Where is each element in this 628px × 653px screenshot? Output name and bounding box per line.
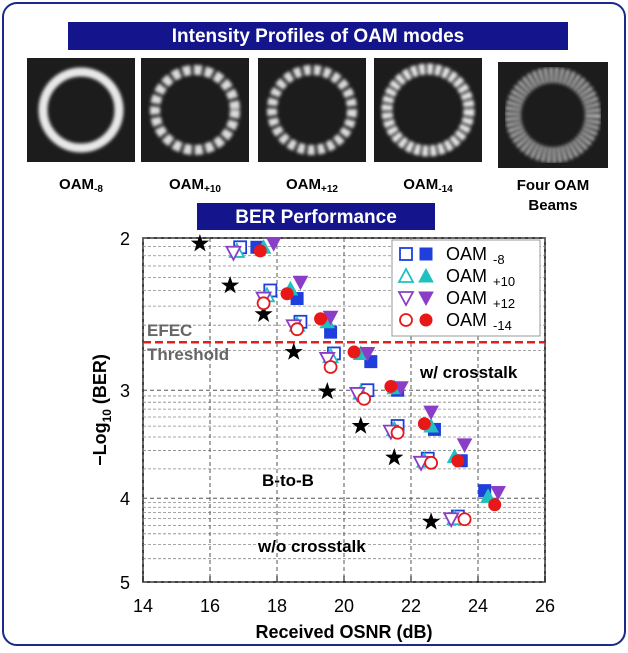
figure: Intensity Profiles of OAM modes BER Perf… — [0, 0, 628, 648]
y-tick-label: 3 — [120, 381, 130, 401]
x-tick-label: 22 — [401, 596, 421, 616]
panel-label-main: OAM — [286, 176, 321, 193]
panel-label-main: OAM — [59, 176, 94, 193]
marker — [291, 323, 303, 335]
annotation: B-to-B — [262, 471, 314, 490]
marker — [418, 418, 430, 430]
x-axis-label: Received OSNR (dB) — [255, 622, 432, 642]
legend-name: OAM — [446, 310, 487, 330]
y-tick-label: 5 — [120, 573, 130, 593]
mode-images — [27, 58, 608, 168]
legend-sub: -8 — [493, 252, 505, 267]
legend-sub: +12 — [493, 296, 515, 311]
threshold-label: Threshold — [147, 345, 229, 364]
marker — [258, 297, 270, 309]
x-tick-label: 24 — [468, 596, 488, 616]
marker — [420, 248, 432, 260]
marker — [425, 457, 437, 469]
marker — [489, 499, 501, 511]
y-label-main: −Log — [90, 422, 110, 466]
panel-label-main: OAM — [403, 176, 438, 193]
banner-title: Intensity Profiles of OAM modes — [172, 26, 464, 47]
panel-label-sub: +12 — [321, 184, 338, 195]
marker — [358, 393, 370, 405]
marker — [400, 314, 412, 326]
marker — [254, 245, 266, 257]
annotation: w/o crosstalk — [257, 537, 366, 556]
marker — [315, 313, 327, 325]
marker — [452, 455, 464, 467]
legend-sub: -14 — [493, 318, 512, 333]
y-tick-label: 2 — [120, 229, 130, 249]
legend-name: OAM — [446, 266, 487, 286]
x-tick-label: 18 — [267, 596, 287, 616]
marker — [392, 427, 404, 439]
panel-label-sub: +10 — [204, 184, 221, 195]
x-tick-label: 14 — [133, 596, 153, 616]
marker — [459, 513, 471, 525]
panel-label: Beams — [528, 197, 577, 214]
section-title: BER Performance — [235, 207, 397, 228]
x-tick-label: 16 — [200, 596, 220, 616]
annotation: w/ crosstalk — [419, 363, 518, 382]
x-tick-label: 20 — [334, 596, 354, 616]
legend-sub: +10 — [493, 274, 515, 289]
panel-label-main: OAM — [169, 176, 204, 193]
y-label-sub: 10 — [100, 409, 114, 423]
x-tick-label: 26 — [535, 596, 555, 616]
legend-name: OAM — [446, 288, 487, 308]
marker — [420, 314, 432, 326]
marker — [281, 288, 293, 300]
y-tick-label: 4 — [120, 489, 130, 509]
panel-label: Four OAM — [517, 177, 590, 194]
marker — [400, 248, 412, 260]
marker — [348, 346, 360, 358]
y-label-rest: (BER) — [90, 354, 110, 409]
threshold-label: EFEC — [147, 321, 192, 340]
marker — [385, 380, 397, 392]
legend-name: OAM — [446, 244, 487, 264]
panel-label-sub: -14 — [438, 184, 453, 195]
panel-label-sub: -8 — [94, 184, 103, 195]
marker — [325, 361, 337, 373]
